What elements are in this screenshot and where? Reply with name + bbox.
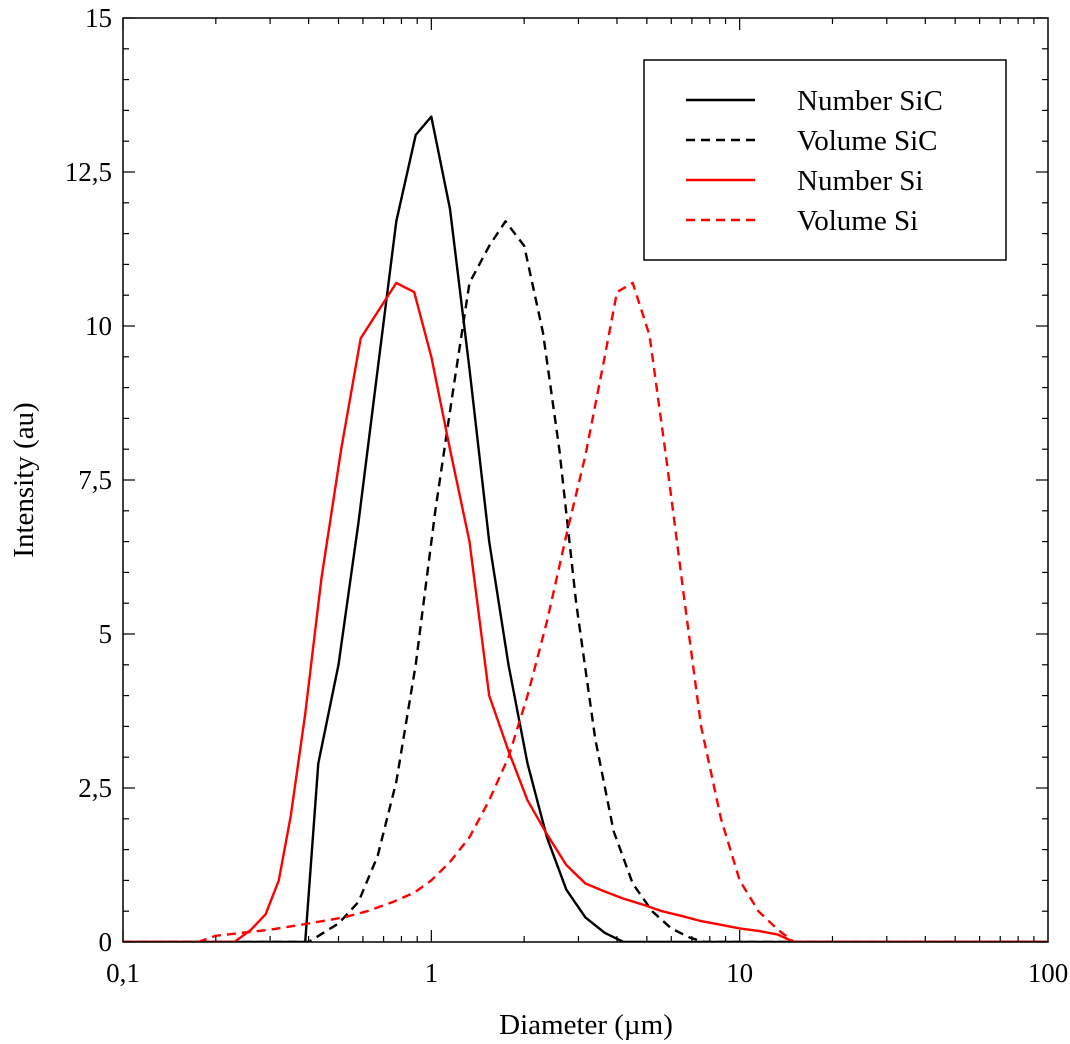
y-tick-label: 2,5 — [78, 773, 112, 803]
y-tick-label: 15 — [85, 3, 112, 33]
y-tick-label: 0 — [99, 927, 113, 957]
y-tick-label: 7,5 — [78, 465, 112, 495]
x-tick-label: 10 — [726, 958, 753, 988]
legend-box — [643, 59, 1007, 261]
legend-label: Volume SiC — [797, 125, 937, 157]
series-line-volume-si — [123, 281, 1048, 942]
legend-label: Number Si — [797, 165, 923, 197]
y-tick-label: 5 — [99, 619, 113, 649]
legend: Number SiC Volume SiC Number Si Volume Si — [643, 59, 1007, 261]
x-tick-label: 0,1 — [106, 958, 140, 988]
tick-labels: 0,1 1 10 100 0 2,5 5 7,5 10 12,5 15 — [65, 3, 1069, 988]
x-tick-label: 1 — [425, 958, 439, 988]
series-line-volume-sic — [123, 220, 1048, 942]
y-tick-label: 10 — [85, 311, 112, 341]
legend-label: Number SiC — [797, 85, 943, 117]
ticks-layer — [122, 17, 1048, 943]
series-layer — [123, 115, 1048, 942]
legend-label: Volume Si — [797, 205, 918, 237]
x-axis-title: Diameter (µm) — [499, 1009, 673, 1041]
series-line-number-sic — [123, 115, 1048, 942]
x-tick-label: 100 — [1028, 958, 1069, 988]
y-tick-label: 12,5 — [65, 157, 112, 187]
series-line-number-si — [123, 281, 1048, 942]
y-axis-title: Intensity (au) — [8, 402, 40, 557]
